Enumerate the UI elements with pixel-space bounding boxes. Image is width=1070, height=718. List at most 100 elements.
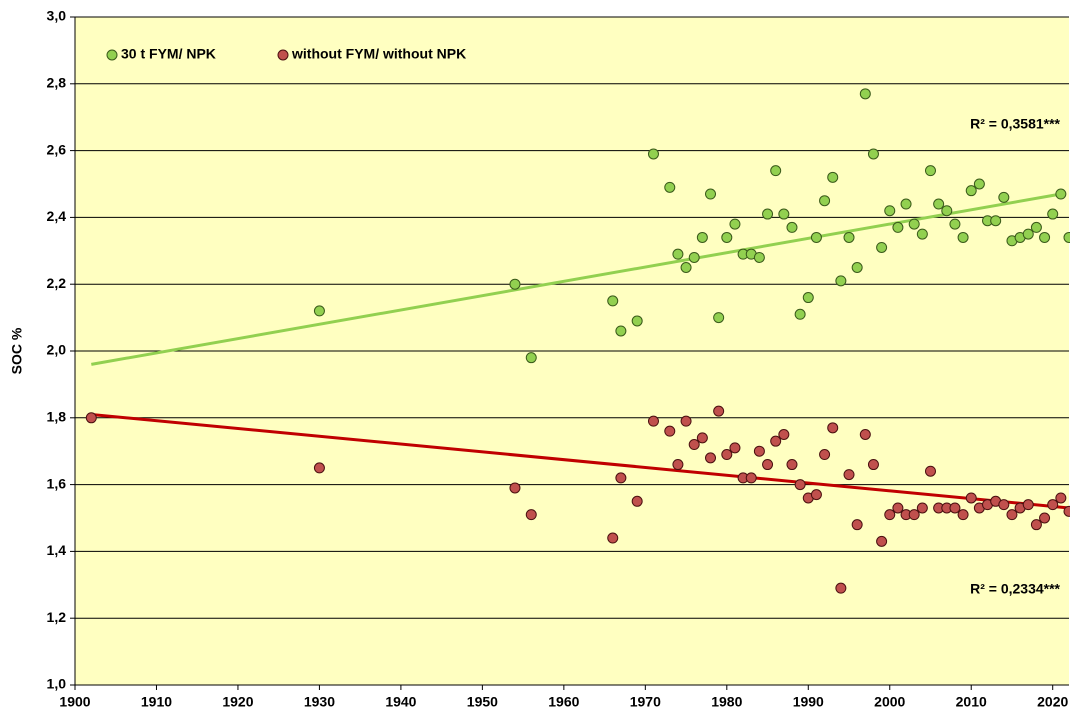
point	[696, 231, 708, 243]
point	[729, 218, 741, 230]
x-tick-label: 1940	[385, 694, 416, 710]
point	[664, 425, 676, 437]
x-tick-label: 1930	[304, 694, 335, 710]
point	[794, 308, 806, 320]
point	[835, 275, 847, 287]
point	[998, 191, 1010, 203]
point	[1039, 512, 1051, 524]
point	[1063, 231, 1070, 243]
x-tick-label: 1960	[548, 694, 579, 710]
x-tick-label: 2000	[874, 694, 905, 710]
point	[615, 472, 627, 484]
x-tick-label: 2010	[956, 694, 987, 710]
point	[924, 465, 936, 477]
point	[762, 459, 774, 471]
point	[85, 412, 97, 424]
y-tick-label: 2,4	[47, 208, 67, 224]
point	[770, 435, 782, 447]
x-tick-label: 1900	[59, 694, 90, 710]
y-tick-label: 1,8	[47, 409, 67, 425]
point	[876, 241, 888, 253]
point	[313, 305, 325, 317]
point	[607, 532, 619, 544]
point	[631, 495, 643, 507]
point	[900, 198, 912, 210]
point	[770, 165, 782, 177]
point	[647, 148, 659, 160]
x-tick-label: 1920	[222, 694, 253, 710]
point	[688, 439, 700, 451]
y-tick-label: 1,2	[47, 609, 67, 625]
annotation: R² = 0,2334***	[970, 581, 1060, 597]
point	[859, 429, 871, 440]
point	[1039, 231, 1051, 243]
point	[876, 535, 888, 547]
point	[859, 88, 871, 100]
point	[802, 292, 814, 304]
point	[965, 185, 977, 197]
legend-label: without FYM/ without NPK	[291, 46, 466, 62]
point	[949, 218, 961, 230]
point	[1047, 499, 1059, 511]
point	[867, 148, 879, 160]
point	[615, 325, 627, 337]
point	[753, 251, 765, 263]
point	[957, 509, 969, 521]
point	[949, 502, 961, 514]
point	[908, 509, 920, 521]
point	[705, 452, 717, 464]
y-tick-label: 1,0	[47, 676, 67, 692]
point	[713, 312, 725, 324]
point	[843, 231, 855, 243]
y-tick-label: 2,2	[47, 275, 67, 291]
point	[973, 178, 985, 190]
point	[680, 415, 692, 427]
point	[509, 482, 521, 494]
point	[509, 278, 521, 290]
point	[924, 165, 936, 177]
point	[631, 315, 643, 327]
point	[525, 509, 537, 521]
point	[851, 262, 863, 273]
point	[607, 295, 619, 307]
y-tick-label: 2,6	[47, 141, 67, 157]
point	[696, 432, 708, 444]
point	[941, 205, 953, 217]
point	[990, 215, 1002, 227]
point	[933, 198, 945, 210]
annotation: R² = 0,3581***	[970, 116, 1060, 132]
point	[1022, 499, 1034, 511]
y-tick-label: 1,6	[47, 475, 67, 491]
x-tick-label: 1970	[630, 694, 661, 710]
point	[916, 502, 928, 514]
point	[786, 221, 798, 233]
trend-line	[91, 412, 1070, 510]
point	[819, 195, 831, 207]
point	[843, 469, 855, 481]
y-tick-label: 3,0	[47, 8, 67, 24]
point	[1055, 492, 1067, 504]
point	[851, 519, 863, 531]
point	[884, 205, 896, 217]
y-tick-label: 2,8	[47, 75, 67, 91]
x-tick-label: 2020	[1037, 694, 1068, 710]
point	[647, 415, 659, 427]
point	[745, 472, 757, 484]
point	[713, 405, 725, 417]
point	[908, 218, 920, 230]
y-tick-label: 1,4	[47, 542, 67, 558]
point	[1063, 505, 1070, 517]
y-axis-label: SOC %	[9, 327, 25, 374]
point	[1030, 519, 1042, 531]
point	[916, 228, 928, 240]
point	[965, 492, 977, 504]
y-tick-label: 2,0	[47, 342, 67, 358]
point	[753, 445, 765, 457]
point	[957, 231, 969, 243]
point	[672, 459, 684, 471]
point	[1055, 188, 1067, 200]
point	[1047, 208, 1059, 220]
point	[810, 489, 822, 501]
point	[664, 181, 676, 193]
